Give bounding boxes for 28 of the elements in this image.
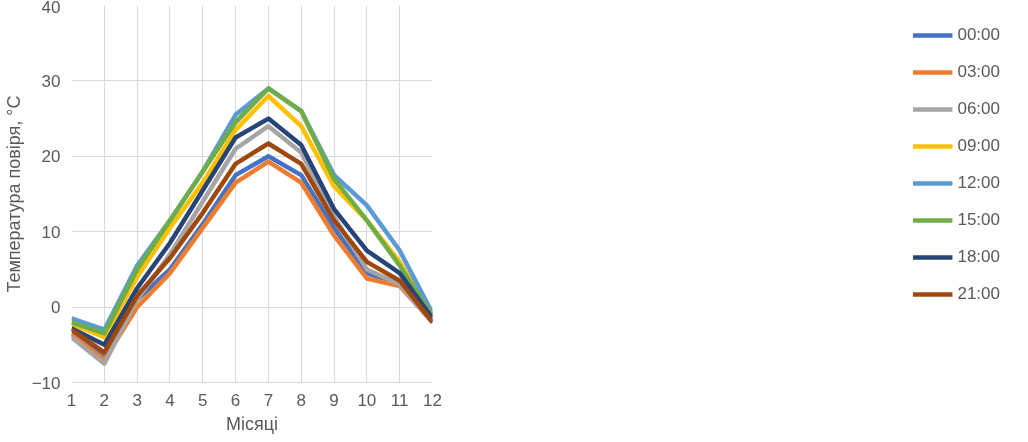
y-axis-title: Температура повіря, °C [3, 95, 24, 293]
x-tick-label: 7 [263, 390, 274, 410]
legend-label: 15:00 [957, 210, 1000, 230]
x-axis-title: Місяці [225, 413, 279, 434]
legend-label: 21:00 [957, 284, 1000, 304]
legend-label: 06:00 [957, 99, 1000, 119]
legend-label: 03:00 [957, 62, 1000, 82]
legend-label: 00:00 [957, 25, 1000, 45]
x-tick-label: 2 [99, 390, 110, 410]
x-tick-label: 1 [66, 390, 77, 410]
x-tick-label: 12 [423, 390, 442, 410]
legend-label: 12:00 [957, 173, 1000, 193]
x-tick-label: 3 [132, 390, 142, 410]
x-tick-label: 10 [357, 390, 377, 410]
legend-label: 18:00 [957, 247, 1000, 267]
y-tick-label: 20 [41, 147, 61, 167]
x-tick-label: 8 [296, 390, 306, 410]
y-tick-label: 30 [41, 71, 61, 91]
y-tick-label: −10 [31, 373, 61, 393]
y-tick-label: 0 [51, 298, 61, 318]
x-tick-label: 4 [165, 390, 175, 410]
y-tick-label: 40 [41, 0, 61, 17]
x-tick-label: 6 [230, 390, 241, 410]
x-tick-label: 5 [198, 390, 208, 410]
y-tick-label: 10 [41, 222, 61, 242]
legend-label: 09:00 [957, 136, 1000, 156]
x-tick-label: 9 [329, 390, 339, 410]
x-tick-label: 11 [390, 390, 409, 410]
